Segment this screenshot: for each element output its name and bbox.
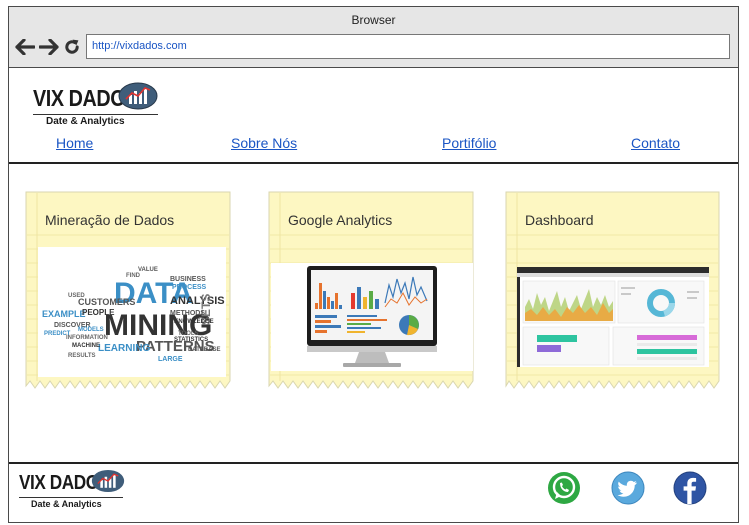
wordcloud-word-people: PEOPLE — [82, 308, 115, 317]
wordcloud-word-example: EXAMPLE — [42, 309, 86, 319]
facebook-icon[interactable] — [673, 471, 707, 505]
card-title: Dashboard — [525, 212, 594, 228]
footer-logo-title: VIX DADOS — [19, 472, 110, 494]
forward-arrow-icon[interactable] — [39, 39, 59, 55]
header-divider — [9, 162, 738, 164]
wordcloud-word-methods: METHODS — [170, 310, 205, 317]
logo-divider — [33, 114, 158, 115]
wordcloud-word-results: RESULTS — [68, 353, 96, 359]
card-title: Mineração de Dados — [45, 212, 175, 228]
analytics-monitor-image — [271, 263, 473, 371]
wordcloud-word-statistics: STATISTICS — [174, 337, 208, 343]
logo-divider — [19, 497, 123, 498]
wordcloud-word-customers: CUSTOMERS — [78, 297, 135, 307]
window-title: Browser — [351, 13, 396, 27]
chart-logo-icon — [91, 469, 125, 493]
wordcloud-word-knowledge: KNOWLEDGE — [174, 319, 214, 325]
wordcloud-word-sets: SETS — [199, 294, 213, 325]
card-title: Google Analytics — [288, 212, 393, 228]
wordcloud-word-large: LARGE — [158, 356, 183, 363]
portfolio-card-dashboard[interactable]: Dashboard — [505, 191, 720, 391]
footer-divider — [9, 462, 738, 464]
wordcloud-word-process: PROCESS — [172, 284, 207, 291]
wordcloud-word-analysis: ANALYSIS — [170, 295, 225, 307]
wordcloud-word-find: FIND — [126, 273, 141, 279]
wordcloud-word-predict: PREDICT — [44, 331, 71, 337]
wordcloud-word-machine: MACHINE — [72, 343, 100, 349]
footer-logo[interactable]: VIX DADOS Date & Analytics — [19, 469, 129, 510]
browser-window: Browser http://vixdados.com VIX DADOS Da… — [8, 6, 739, 523]
chart-logo-icon — [118, 82, 158, 110]
nav-contato-link[interactable]: Contato — [631, 135, 681, 151]
footer-logo-subtitle: Date & Analytics — [31, 499, 102, 509]
wordcloud-word-used: USED — [68, 293, 85, 299]
reload-icon[interactable] — [64, 39, 80, 55]
logo-subtitle: Date & Analytics — [46, 116, 125, 127]
wordcloud-word-patterns: PATTERNS — [136, 338, 215, 355]
wordcloud-word-data: DATA — [114, 277, 193, 310]
portfolio-card-data-mining[interactable]: Mineração de Dados DATA MINING PATTERNS … — [25, 191, 231, 391]
whatsapp-icon[interactable] — [547, 471, 581, 505]
dashboard-screenshot-image — [517, 267, 709, 367]
nav-portifolio-link[interactable]: Portifólio — [442, 135, 497, 151]
twitter-icon[interactable] — [611, 471, 645, 505]
wordcloud-word-discover: DISCOVER — [54, 322, 91, 329]
wordcloud-word-learning: LEARNING — [98, 343, 150, 354]
browser-toolbar: Browser http://vixdados.com — [9, 7, 738, 68]
wordcloud-word-mining: MINING — [104, 309, 212, 342]
wordcloud-word-database: DATABASE — [188, 347, 220, 353]
wordcloud-word-business: BUSINESS — [170, 276, 206, 283]
back-arrow-icon[interactable] — [15, 39, 35, 55]
wordcloud-word-tools: TOOLS — [178, 331, 199, 337]
data-mining-wordcloud-image: DATA MINING PATTERNS LEARNING ANALYSIS C… — [38, 247, 226, 377]
nav-sobre-nos-link[interactable]: Sobre Nós — [231, 135, 298, 151]
wordcloud-word-models: MODELS — [78, 327, 104, 333]
wordcloud-word-information: INFORMATION — [66, 335, 108, 341]
header-logo[interactable]: VIX DADOS Date & Analytics — [33, 82, 163, 129]
address-bar[interactable]: http://vixdados.com — [86, 34, 730, 59]
wordcloud-word-value: VALUE — [138, 267, 158, 273]
portfolio-card-google-analytics[interactable]: Google Analytics — [268, 191, 474, 391]
nav-home-link[interactable]: Home — [56, 135, 94, 151]
